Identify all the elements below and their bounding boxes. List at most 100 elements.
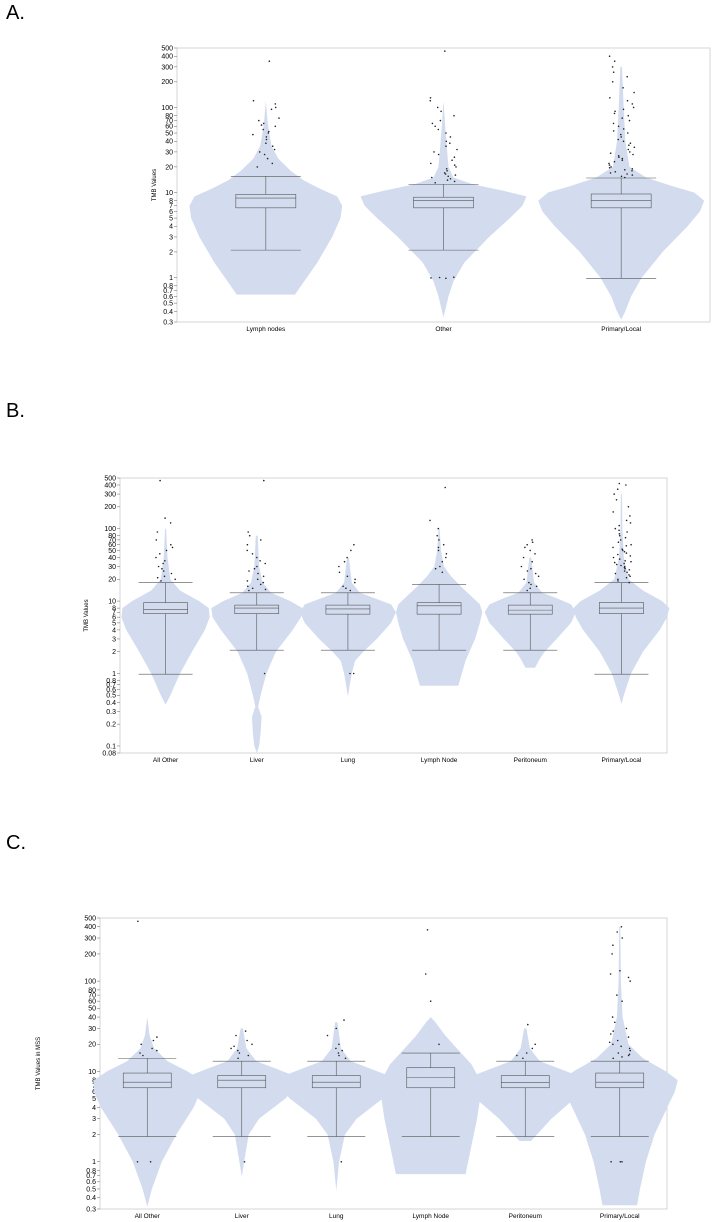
outlier-point: [256, 578, 259, 581]
outlier-point: [446, 179, 449, 181]
outlier-point: [626, 531, 628, 533]
outlier-point: [161, 567, 163, 570]
outlier-point: [531, 539, 533, 541]
outlier-point: [349, 589, 352, 592]
outlier-point: [164, 560, 166, 562]
outlier-point: [456, 148, 458, 151]
y-tick-label: 500: [84, 915, 96, 922]
y-tick-label: 0.5: [106, 693, 116, 700]
outlier-point: [243, 1161, 246, 1163]
outlier-point: [611, 1016, 614, 1018]
panel-label-a: A.: [6, 2, 25, 24]
outlier-point: [453, 180, 456, 183]
outlier-point: [626, 173, 628, 175]
category-label: Lymph Node: [412, 1213, 449, 1220]
y-tick-label: 4: [169, 224, 173, 231]
outlier-point: [624, 560, 626, 562]
outlier-point: [625, 519, 628, 522]
outlier-point: [251, 553, 254, 555]
outlier-point: [247, 1054, 250, 1057]
outlier-point: [156, 531, 159, 533]
outlier-point: [526, 589, 528, 592]
outlier-point: [529, 587, 531, 590]
outlier-point: [526, 543, 528, 546]
outlier-point: [618, 529, 620, 532]
outlier-point: [257, 572, 259, 575]
y-tick-label: 100: [104, 526, 116, 533]
outlier-point: [248, 570, 250, 572]
y-tick-label: 0.2: [106, 722, 116, 729]
outlier-point: [608, 1041, 611, 1044]
outlier-point: [608, 167, 611, 169]
outlier-point: [438, 276, 441, 279]
y-tick-label: 8: [112, 606, 116, 613]
y-tick-label: 70: [108, 537, 116, 544]
outlier-point: [251, 587, 254, 590]
y-tick-label: 10: [88, 1069, 96, 1076]
category-label: All Other: [135, 1213, 161, 1220]
iqr-box: [406, 1067, 456, 1089]
outlier-point: [531, 1047, 534, 1050]
outlier-point: [335, 1027, 338, 1030]
y-tick-label: 0.6: [163, 294, 173, 301]
y-tick-label: 1: [92, 1159, 96, 1166]
y-tick-label: 30: [165, 149, 173, 156]
iqr-box: [235, 194, 297, 209]
outlier-point: [326, 1034, 329, 1037]
outlier-point: [617, 125, 620, 128]
outlier-point: [613, 112, 616, 115]
outlier-point: [445, 140, 448, 143]
panel-label-b: B.: [6, 400, 25, 422]
outlier-point: [625, 1027, 628, 1030]
outlier-point: [431, 122, 434, 125]
outlier-point: [260, 124, 263, 126]
y-tick-label: 0.5: [163, 301, 173, 308]
outlier-point: [612, 944, 614, 946]
outlier-point: [248, 534, 251, 537]
outlier-point: [629, 515, 631, 517]
outlier-point: [445, 132, 447, 134]
y-tick-label: 30: [108, 564, 116, 571]
outlier-point: [354, 578, 356, 581]
y-tick-label: 1: [169, 275, 173, 282]
y-tick-label: 0.4: [163, 309, 173, 316]
outlier-point: [159, 553, 161, 555]
outlier-point: [170, 543, 172, 546]
outlier-point: [628, 119, 631, 122]
outlier-point: [623, 570, 626, 572]
outlier-point: [343, 560, 346, 563]
outlier-point: [342, 585, 344, 588]
outlier-point: [534, 1043, 536, 1046]
outlier-point: [159, 479, 161, 482]
outlier-point: [171, 546, 174, 549]
outlier-point: [621, 937, 624, 939]
outlier-point: [256, 565, 258, 568]
iqr-box: [507, 604, 553, 615]
outlier-point: [627, 1054, 630, 1057]
outlier-point: [614, 171, 617, 173]
outlier-point: [445, 168, 448, 170]
y-tick-label: 0.6: [86, 1179, 96, 1186]
outlier-point: [612, 1057, 614, 1060]
outlier-point: [609, 973, 612, 975]
outlier-point: [625, 576, 628, 579]
outlier-point: [618, 558, 621, 560]
outlier-point: [620, 136, 622, 138]
outlier-point: [620, 926, 623, 928]
outlier-point: [265, 136, 268, 138]
y-tick-label: 6: [92, 1089, 96, 1096]
outlier-point: [256, 166, 259, 168]
y-tick-label: 3: [112, 636, 116, 643]
outlier-point: [233, 1045, 235, 1048]
outlier-point: [618, 482, 621, 485]
y-tick-label: 40: [165, 139, 173, 146]
iqr-box: [143, 602, 188, 614]
outlier-point: [611, 66, 614, 68]
outlier-point: [527, 1023, 529, 1026]
outlier-point: [620, 1045, 622, 1048]
y-tick-label: 100: [84, 979, 96, 986]
outlier-point: [628, 1047, 631, 1050]
y-tick-label: 70: [165, 118, 173, 125]
outlier-point: [455, 166, 457, 168]
outlier-point: [247, 585, 249, 588]
